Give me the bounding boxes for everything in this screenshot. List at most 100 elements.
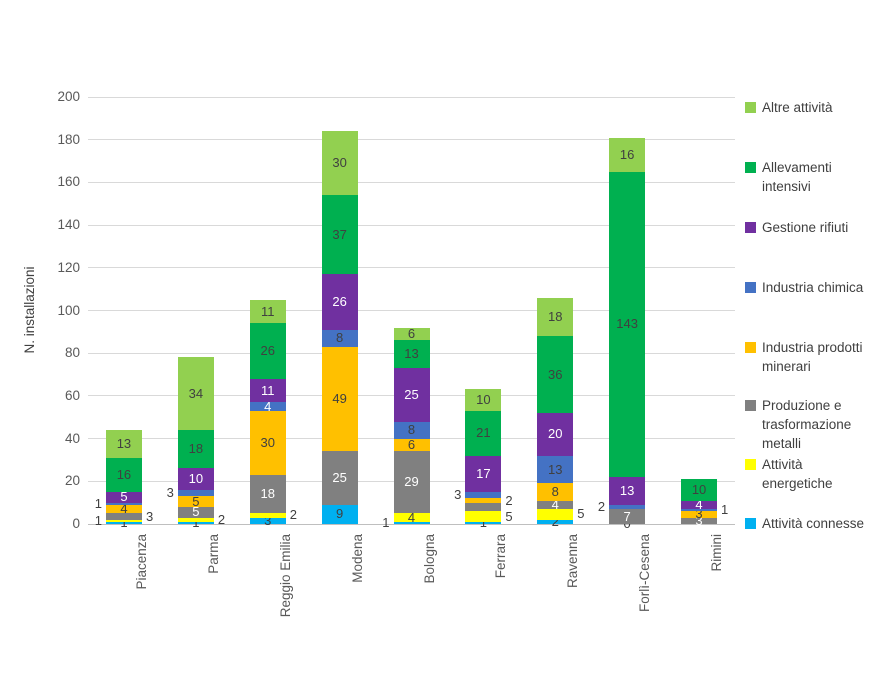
segment-label-allevamenti-intensivi: 21 [476,425,491,441]
bar-segment-industria-chimica [609,504,646,510]
y-tick-label: 200 [57,89,80,104]
bar-segment-allevamenti-intensivi [321,195,358,275]
segment-label-attivita-energetiche: 5 [505,508,513,524]
legend-label: Altre attività [762,100,833,115]
y-axis-title: N. installazioni [22,266,37,354]
x-axis-label: Ravenna [565,534,581,589]
legend-item: Altre attività [745,98,876,117]
segment-label-gestione-rifiuti: 26 [332,293,347,309]
segment-label-allevamenti-intensivi: 37 [332,226,347,242]
segment-label-industria-prodotti-minerari: 3 [695,506,703,522]
bar-segment-produzione-trasformazione-metalli [537,500,574,510]
segment-label-industria-chimica: 3 [454,487,462,503]
segment-label-industria-prodotti-minerari: 2 [505,492,513,508]
y-tick-label: 40 [64,430,80,446]
bar-segment-industria-prodotti-minerari [393,438,430,452]
bar-segment-altre-attivita [177,357,214,431]
segment-label-allevamenti-intensivi: 36 [548,366,563,382]
segment-label-altre-attivita: 6 [407,325,416,341]
x-axis-label: Ferrara [493,534,509,579]
segment-label-altre-attivita: 10 [476,392,491,408]
bar-segment-allevamenti-intensivi [393,340,430,369]
segment-label-produzione-trasformazione-metalli: 18 [260,486,275,502]
segment-label-allevamenti-intensivi: 16 [116,466,132,482]
segment-label-produzione-trasformazione-metalli: 29 [404,474,419,490]
y-tick-label: 60 [64,387,80,403]
bar-segment-gestione-rifiuti [681,500,718,510]
bar-segment-produzione-trasformazione-metalli [321,451,358,505]
bar-segment-industria-prodotti-minerari [465,498,502,503]
bar-segment-industria-chimica [249,402,286,411]
segment-label-attivita-energetiche: 4 [407,509,416,525]
segment-label-industria-prodotti-minerari: 30 [260,434,275,450]
legend-swatch [745,102,756,113]
legend-label: Industria chimica [762,280,864,295]
bar-segment-attivita-connesse [321,504,358,524]
segment-label-produzione-trasformazione-metalli: 3 [695,512,703,528]
bar-segment-attivita-energetiche [177,517,214,522]
y-tick-label: 100 [57,302,80,318]
x-axis-label: Parma [205,534,221,574]
legend-item: Allevamenti intensivi [745,158,876,196]
legend-swatch [745,518,756,529]
segment-label-industria-chimica: 4 [264,398,272,414]
segment-label-produzione-trasformazione-metalli: 25 [332,470,347,486]
x-axis-label: Reggio Emilia [277,534,293,618]
y-tick-label: 120 [57,259,80,275]
bar-segment-attivita-connesse [249,517,286,524]
bar-segment-industria-prodotti-minerari [177,496,214,507]
legend-label: Attività energetiche [762,457,833,491]
segment-label-gestione-rifiuti: 5 [120,489,128,505]
segment-label-gestione-rifiuti: 10 [188,471,204,487]
segment-label-industria-prodotti-minerari: 6 [407,437,416,452]
x-axis-line [88,523,735,525]
segment-label-gestione-rifiuti: 25 [404,386,419,402]
y-tick-label: 160 [57,174,80,190]
segment-label-gestione-rifiuti: 11 [260,382,275,398]
bar-segment-industria-chimica [105,502,142,505]
legend-swatch [745,282,756,293]
segment-label-industria-chimica: 1 [94,495,102,511]
segment-label-industria-chimica: 2 [597,498,606,514]
legend-swatch [745,400,756,411]
bar-segment-allevamenti-intensivi [609,171,646,478]
bar-segment-allevamenti-intensivi [537,336,574,413]
segment-label-gestione-rifiuti: 4 [695,496,703,512]
x-axis-label: Modena [349,534,365,583]
legend-swatch [745,222,756,233]
bar-segment-attivita-connesse [465,521,502,524]
gridline [88,139,735,141]
y-tick-label: 80 [64,345,80,361]
bar-segment-altre-attivita [105,430,142,458]
bar-segment-gestione-rifiuti [609,477,646,505]
x-axis-label: Bologna [421,534,437,584]
bar-segment-industria-chimica [537,455,574,484]
segment-label-produzione-trasformazione-metalli: 7 [623,508,631,524]
segment-label-industria-chimica: 3 [166,485,174,501]
bar-segment-industria-chimica [321,329,358,347]
segment-label-attivita-connesse: 1 [120,514,128,530]
bar-segment-altre-attivita [609,137,646,172]
segment-label-altre-attivita: 11 [260,303,275,319]
bar-segment-attivita-energetiche [393,513,430,522]
segment-label-altre-attivita: 34 [188,385,204,401]
bar-segment-industria-chimica [393,421,430,439]
bar-segment-attivita-connesse [105,521,142,524]
segment-label-allevamenti-intensivi: 26 [260,343,275,359]
segment-label-attivita-energetiche: 1 [94,512,102,528]
y-tick-label: 180 [57,131,80,147]
segment-label-attivita-energetiche: 5 [577,506,585,522]
segment-label-allevamenti-intensivi: 10 [691,481,707,497]
bar-segment-altre-attivita [321,131,358,196]
bar-segment-produzione-trasformazione-metalli [681,517,718,524]
bar-segment-allevamenti-intensivi [105,457,142,492]
bar-segment-altre-attivita [393,327,430,341]
x-axis-label: Piacenza [133,534,149,590]
bar-segment-attivita-energetiche [105,519,142,522]
legend-swatch [745,459,756,470]
bar-segment-produzione-trasformazione-metalli [465,502,502,512]
bar-segment-gestione-rifiuti [393,368,430,422]
segment-label-attivita-connesse: 3 [264,512,272,528]
bar-segment-industria-chimica [177,489,214,497]
bar-segment-allevamenti-intensivi [465,410,502,456]
